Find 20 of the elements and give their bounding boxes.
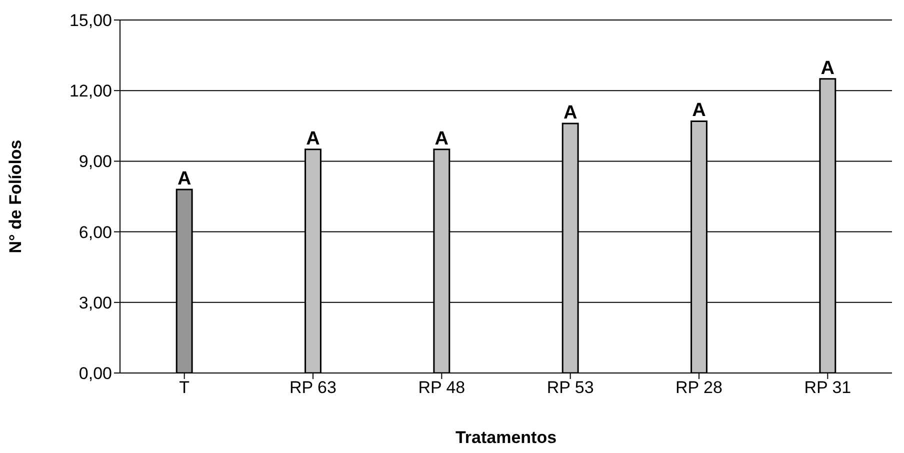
x-tick-label: RP 48 (418, 378, 466, 398)
y-tick-label: 15,00 (69, 11, 112, 30)
y-tick-label: 0,00 (78, 364, 112, 384)
y-tick-label: 12,00 (69, 82, 112, 101)
annotation: A (434, 128, 449, 150)
annotation: A (692, 100, 706, 122)
y-tick-label: 6,00 (78, 222, 112, 242)
y-tick-label: 3,00 (78, 293, 112, 312)
x-tick-label: RP 28 (676, 378, 722, 398)
annotation: A (563, 102, 578, 124)
x-tick-label: T (179, 378, 190, 398)
x-tick-label: RP 53 (546, 378, 594, 398)
x-axis-title: Tratamentos (455, 428, 557, 447)
annotation: A (177, 168, 192, 190)
annotation: A (820, 58, 835, 79)
y-tick-label: 9,00 (78, 152, 112, 172)
x-tick-label: RP 63 (290, 378, 336, 398)
annotation: A (306, 128, 320, 150)
x-tick-label: RP 31 (804, 378, 852, 398)
y-axis-title: N° de Folíolos (6, 140, 26, 254)
